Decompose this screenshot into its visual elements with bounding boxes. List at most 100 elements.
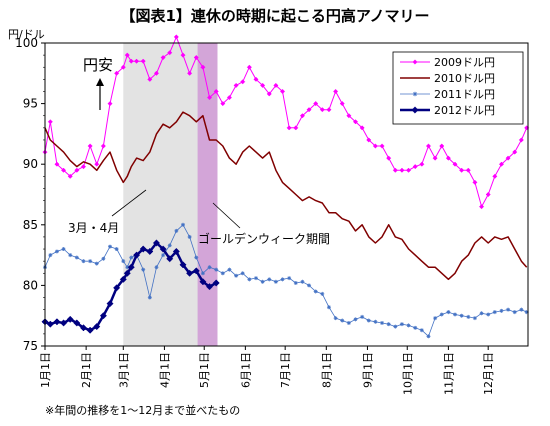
- data-point: [187, 70, 193, 76]
- x-tick-label: 10月1日: [401, 352, 414, 395]
- data-point: [86, 326, 94, 334]
- data-point: [181, 222, 185, 227]
- data-point: [499, 308, 504, 313]
- data-point: [100, 143, 106, 149]
- data-point: [205, 283, 214, 291]
- data-point: [200, 271, 205, 276]
- data-point: [88, 259, 93, 264]
- data-point: [393, 324, 398, 329]
- data-point: [159, 245, 167, 253]
- data-point: [119, 275, 127, 283]
- data-point: [353, 317, 358, 322]
- data-point: [140, 58, 146, 64]
- data-point: [419, 161, 425, 167]
- data-point: [173, 34, 179, 40]
- data-point: [372, 143, 378, 149]
- data-point: [227, 267, 232, 272]
- annotation-march-april-label: 3月・4月: [68, 221, 119, 235]
- data-point: [399, 167, 405, 173]
- legend-marker: [412, 59, 418, 65]
- data-point: [466, 314, 471, 319]
- data-point: [246, 64, 252, 70]
- data-point: [94, 261, 99, 266]
- x-tick-label: 1月1日: [39, 352, 52, 388]
- data-point: [313, 289, 318, 294]
- data-point: [93, 323, 101, 331]
- data-point: [446, 310, 451, 315]
- data-point: [498, 161, 505, 167]
- data-point: [459, 313, 464, 318]
- data-point: [80, 164, 87, 170]
- data-point: [74, 255, 79, 260]
- annotation-golden-week-leader: [212, 202, 241, 229]
- data-point: [366, 318, 371, 323]
- data-point: [128, 58, 134, 64]
- data-point: [106, 300, 114, 308]
- data-point: [87, 143, 93, 149]
- x-tick-label: 3月1日: [117, 352, 130, 388]
- highlight-band-2: [197, 43, 218, 346]
- data-point: [68, 253, 73, 258]
- data-point: [213, 88, 219, 95]
- data-point: [79, 324, 88, 332]
- data-point: [247, 277, 252, 282]
- data-point: [273, 82, 279, 88]
- data-point: [380, 320, 385, 325]
- highlight-band-1: [123, 43, 203, 346]
- data-point: [432, 155, 438, 161]
- data-point: [212, 279, 220, 287]
- data-point: [180, 52, 186, 58]
- data-point: [54, 161, 60, 167]
- annotation-yen-weak: 円安: [83, 56, 113, 110]
- legend-marker: [412, 91, 418, 97]
- data-point: [125, 265, 130, 270]
- data-point: [505, 155, 511, 161]
- data-point: [445, 155, 451, 161]
- data-point: [406, 167, 412, 173]
- chart-title: 【図表1】連休の時期に起こる円高アノマリー: [120, 7, 429, 25]
- annotation-yen-weak-label: 円安: [83, 56, 113, 74]
- data-point: [266, 91, 272, 97]
- data-point: [73, 319, 81, 327]
- x-tick-label: 9月1日: [361, 352, 374, 388]
- data-point: [46, 320, 54, 328]
- highlight-bands: [123, 43, 218, 346]
- data-point: [313, 101, 319, 107]
- legend-item: 2009ドル円: [400, 56, 495, 69]
- legend-label: 2011ドル円: [434, 88, 495, 101]
- data-point: [333, 88, 339, 95]
- data-point: [406, 323, 411, 328]
- data-point: [453, 312, 458, 317]
- up-arrow-icon: [96, 78, 104, 86]
- data-point: [260, 279, 265, 284]
- data-point: [129, 255, 134, 260]
- data-point: [459, 167, 465, 173]
- x-tick-label: 11月1日: [442, 352, 455, 395]
- data-point: [192, 267, 200, 275]
- data-point: [346, 320, 351, 325]
- data-point: [319, 107, 325, 113]
- data-point: [220, 271, 225, 276]
- y-tick-label: 75: [23, 339, 38, 353]
- y-tick-label: 100: [15, 36, 38, 50]
- series-layer: [41, 34, 530, 339]
- data-point: [114, 247, 119, 252]
- data-point: [299, 113, 305, 119]
- data-point: [399, 322, 404, 327]
- data-point: [386, 155, 392, 161]
- legend-label: 2010ドル円: [434, 72, 495, 85]
- data-point: [253, 276, 258, 281]
- data-point: [234, 273, 239, 278]
- data-point: [127, 263, 135, 271]
- data-point: [60, 319, 68, 327]
- data-point: [413, 325, 418, 330]
- data-point: [359, 125, 365, 131]
- data-point: [279, 88, 286, 95]
- data-point: [267, 277, 272, 282]
- data-point: [81, 259, 86, 264]
- data-point: [240, 271, 245, 276]
- data-point: [193, 54, 199, 61]
- series-3: [43, 222, 529, 339]
- data-point: [66, 315, 74, 323]
- data-point: [333, 316, 338, 321]
